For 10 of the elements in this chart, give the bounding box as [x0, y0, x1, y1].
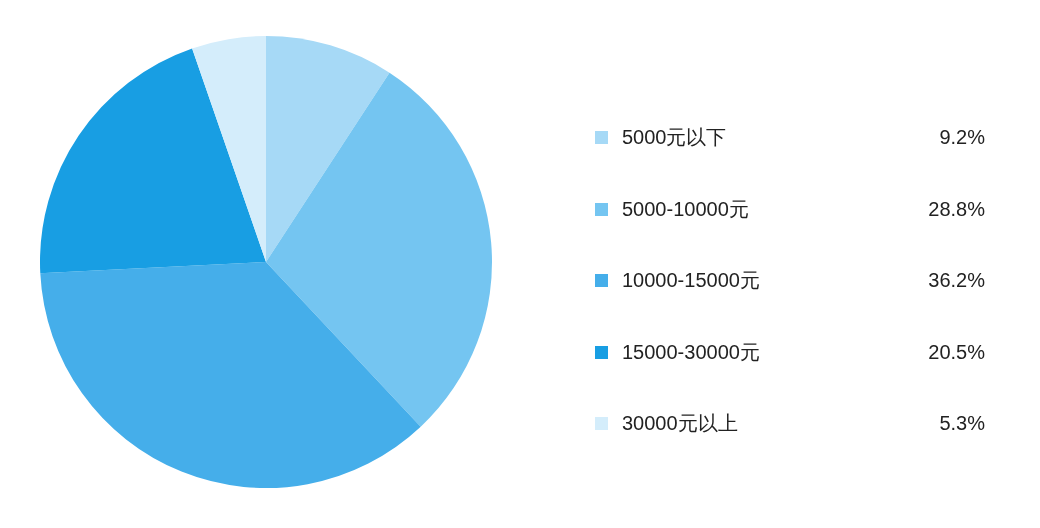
data-label: 5.3% [939, 412, 985, 436]
legend-label: 10000-15000元 [622, 268, 761, 294]
legend-label: 5000-10000元 [622, 196, 750, 222]
data-label: 20.5% [928, 340, 985, 364]
data-label: 9.2% [939, 126, 985, 150]
data-label: 28.8% [928, 197, 985, 221]
legend-label: 5000元以下 [622, 125, 728, 151]
data-label: 36.2% [928, 269, 985, 293]
legend-label: 15000-30000元 [622, 339, 761, 365]
legend-label: 30000元以上 [622, 411, 739, 437]
